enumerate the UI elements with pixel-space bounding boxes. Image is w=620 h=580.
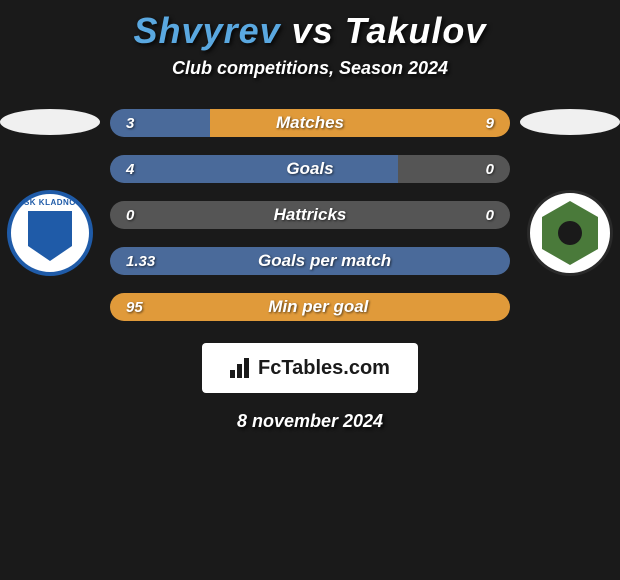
stat-row: 95 Min per goal	[110, 293, 510, 321]
brand-badge: FcTables.com	[202, 343, 418, 393]
stat-label: Goals per match	[258, 251, 391, 271]
left-column: SK KLADNO	[0, 109, 100, 276]
stat-content: 3 Matches 9	[110, 113, 510, 133]
stat-row: 3 Matches 9	[110, 109, 510, 137]
stat-left-value: 95	[126, 299, 143, 316]
brand-text: FcTables.com	[258, 357, 390, 380]
stat-content: 4 Goals 0	[110, 159, 510, 179]
stat-left-value: 0	[126, 207, 134, 224]
right-column	[520, 109, 620, 276]
stat-right-value: 0	[486, 207, 494, 224]
main-row: SK KLADNO 3 Matches 9 4 Goals 0 0 Hattricks 0 1.3…	[0, 109, 620, 321]
ball-icon	[558, 221, 582, 245]
chart-icon	[230, 358, 254, 378]
player2-oval	[520, 109, 620, 135]
stat-label: Goals	[286, 159, 333, 179]
stat-right-value: 9	[486, 115, 494, 132]
stat-row: 4 Goals 0	[110, 155, 510, 183]
stat-label: Min per goal	[268, 297, 368, 317]
stat-row: 0 Hattricks 0	[110, 201, 510, 229]
hexagon-icon	[542, 201, 598, 265]
stat-row: 1.33 Goals per match	[110, 247, 510, 275]
club-left-name: SK KLADNO	[24, 198, 76, 207]
footer-date: 8 november 2024	[0, 411, 620, 432]
comparison-title: Shvyrev vs Takulov	[0, 10, 620, 52]
subtitle: Club competitions, Season 2024	[0, 58, 620, 79]
stat-left-value: 1.33	[126, 253, 155, 270]
club-logo-left: SK KLADNO	[7, 190, 93, 276]
stat-label: Hattricks	[274, 205, 347, 225]
stat-label: Matches	[276, 113, 344, 133]
stat-right-value: 0	[486, 161, 494, 178]
shield-icon	[28, 211, 72, 261]
stat-left-value: 3	[126, 115, 134, 132]
stats-column: 3 Matches 9 4 Goals 0 0 Hattricks 0 1.33 Goals per…	[110, 109, 510, 321]
stat-content: 95 Min per goal	[110, 297, 510, 317]
player1-oval	[0, 109, 100, 135]
infographic-container: Shvyrev vs Takulov Club competitions, Se…	[0, 0, 620, 442]
stat-left-value: 4	[126, 161, 134, 178]
stat-content: 1.33 Goals per match	[110, 251, 510, 271]
stat-content: 0 Hattricks 0	[110, 205, 510, 225]
club-logo-right	[527, 190, 613, 276]
